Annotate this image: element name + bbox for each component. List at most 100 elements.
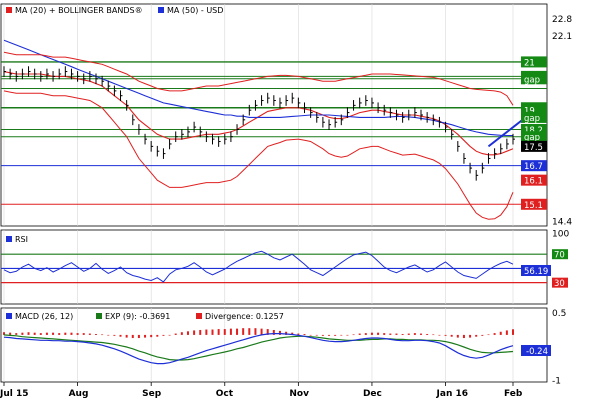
legend-swatch-exp	[96, 313, 102, 319]
legend-label-divergence: Divergence: 0.1257	[205, 312, 284, 321]
series-rsi	[3, 250, 514, 283]
divergence-bar	[352, 334, 355, 336]
divergence-bar	[328, 334, 331, 336]
level-label-17-9: gap	[524, 133, 540, 143]
divergence-bar	[21, 332, 24, 335]
divergence-bar	[395, 333, 398, 335]
x-tick-label-feb: Feb	[504, 389, 523, 399]
divergence-bar	[456, 334, 459, 338]
divergence-bar	[364, 333, 367, 335]
divergence-bar	[70, 332, 73, 335]
divergence-bar	[254, 328, 257, 335]
level-badge-21	[521, 56, 547, 68]
level-label-17-5: 17.5	[524, 143, 543, 153]
divergence-bar	[475, 334, 478, 337]
x-axis: Jul 15 Aug Sep Oct Nov Dec Jan 16 Feb	[0, 382, 523, 399]
macd-legend: MACD (26, 12) EXP (9): -0.3691 Divergenc…	[6, 312, 284, 321]
macd-panel: 0.5 -1 MACD (26, 12) EXP (9): -0.3691 Div…	[0, 307, 566, 386]
divergence-bar	[162, 334, 165, 336]
divergence-bar	[199, 329, 202, 335]
divergence-bar	[45, 332, 48, 335]
divergence-bar	[444, 334, 447, 336]
divergence-bar	[303, 334, 306, 335]
x-tick-label-oct: Oct	[216, 389, 234, 399]
divergence-bar	[272, 329, 275, 335]
level-badge-16-7	[521, 160, 547, 172]
level-badge-20-3	[521, 73, 547, 85]
legend-label-macd: MACD (26, 12)	[15, 312, 73, 321]
x-tick-label-sep: Sep	[142, 389, 162, 399]
divergence-bar	[377, 332, 380, 335]
divergence-bar	[426, 334, 429, 335]
divergence-bar	[309, 334, 312, 336]
divergence-bar	[248, 328, 251, 335]
divergence-bar	[493, 333, 496, 335]
divergence-bar	[168, 334, 171, 336]
legend-swatch-ma50	[158, 7, 164, 13]
divergence-bar	[358, 333, 361, 335]
price-legend: MA (20) + BOLLINGER BANDS® MA (50) - USD	[6, 6, 223, 15]
divergence-bar	[469, 334, 472, 338]
rsi-panel: 70 30 100 RSI 56.19	[0, 229, 569, 305]
divergence-bar	[450, 334, 453, 337]
divergence-bar	[278, 330, 281, 335]
divergence-bar	[242, 328, 245, 335]
x-tick-label-jul-15: Jul 15	[0, 389, 29, 399]
level-label-19: 19	[524, 107, 535, 117]
divergence-bar	[88, 333, 91, 335]
rsi-level-badge-30	[552, 277, 568, 288]
divergence-bar	[33, 332, 36, 335]
macd-y-tick-label-1: -1	[552, 376, 561, 386]
divergence-bar	[223, 329, 226, 335]
divergence-bar	[9, 332, 12, 335]
divergence-bar	[260, 328, 263, 335]
divergence-bar	[315, 334, 318, 336]
divergence-bar	[174, 333, 177, 335]
divergence-bar	[462, 334, 465, 339]
legend-swatch-macd	[6, 313, 12, 319]
legend-swatch-divergence	[196, 313, 202, 319]
divergence-bar	[211, 329, 214, 335]
y-tick-label-22-8: 22.8	[552, 15, 572, 25]
y-tick-label-14-4: 14.4	[552, 218, 572, 228]
macd-current-value-badge: -0.24	[521, 345, 551, 357]
divergence-bar	[217, 329, 220, 335]
divergence-bar	[82, 333, 85, 335]
divergence-bar	[321, 334, 324, 336]
divergence-bar	[407, 333, 410, 335]
rsi-current-value-badge: 56.19	[521, 265, 551, 277]
rsi-legend-swatch	[6, 236, 12, 242]
level-badge-17-5	[521, 140, 547, 152]
legend-label-ma20: MA (20) + BOLLINGER BANDS®	[15, 6, 143, 15]
divergence-bar	[193, 330, 196, 335]
divergence-bar	[266, 329, 269, 335]
rsi-current-value: 56.19	[524, 267, 548, 277]
divergence-bar	[39, 333, 42, 335]
level-label-16-7: 16.7	[524, 162, 543, 172]
divergence-bar	[101, 334, 104, 336]
divergence-bar	[346, 334, 349, 336]
divergence-bar	[205, 329, 208, 335]
rsi-level-badge-70	[552, 249, 568, 260]
divergence-bar	[334, 334, 337, 336]
divergence-bar	[94, 334, 97, 335]
divergence-bar	[64, 332, 67, 335]
series-macd-26-12	[3, 333, 514, 365]
divergence-bar	[340, 334, 343, 336]
divergence-bar	[383, 333, 386, 335]
x-tick-label-aug: Aug	[69, 389, 89, 399]
divergence-bar	[107, 334, 110, 336]
level-badge-15-1	[521, 198, 547, 210]
level-badge-17-9	[521, 131, 547, 143]
divergence-bar	[150, 334, 153, 338]
x-tick-label-jan-16: Jan 16	[436, 389, 469, 399]
divergence-bar	[229, 328, 232, 335]
rsi-title: RSI	[15, 235, 28, 244]
macd-y-tick-label-0-5: 0.5	[552, 309, 566, 319]
divergence-bar	[401, 334, 404, 335]
divergence-bar	[119, 334, 122, 337]
legend-swatch-ma20	[6, 7, 12, 13]
series-bollinger-lower	[3, 90, 514, 220]
divergence-bar	[125, 334, 128, 338]
